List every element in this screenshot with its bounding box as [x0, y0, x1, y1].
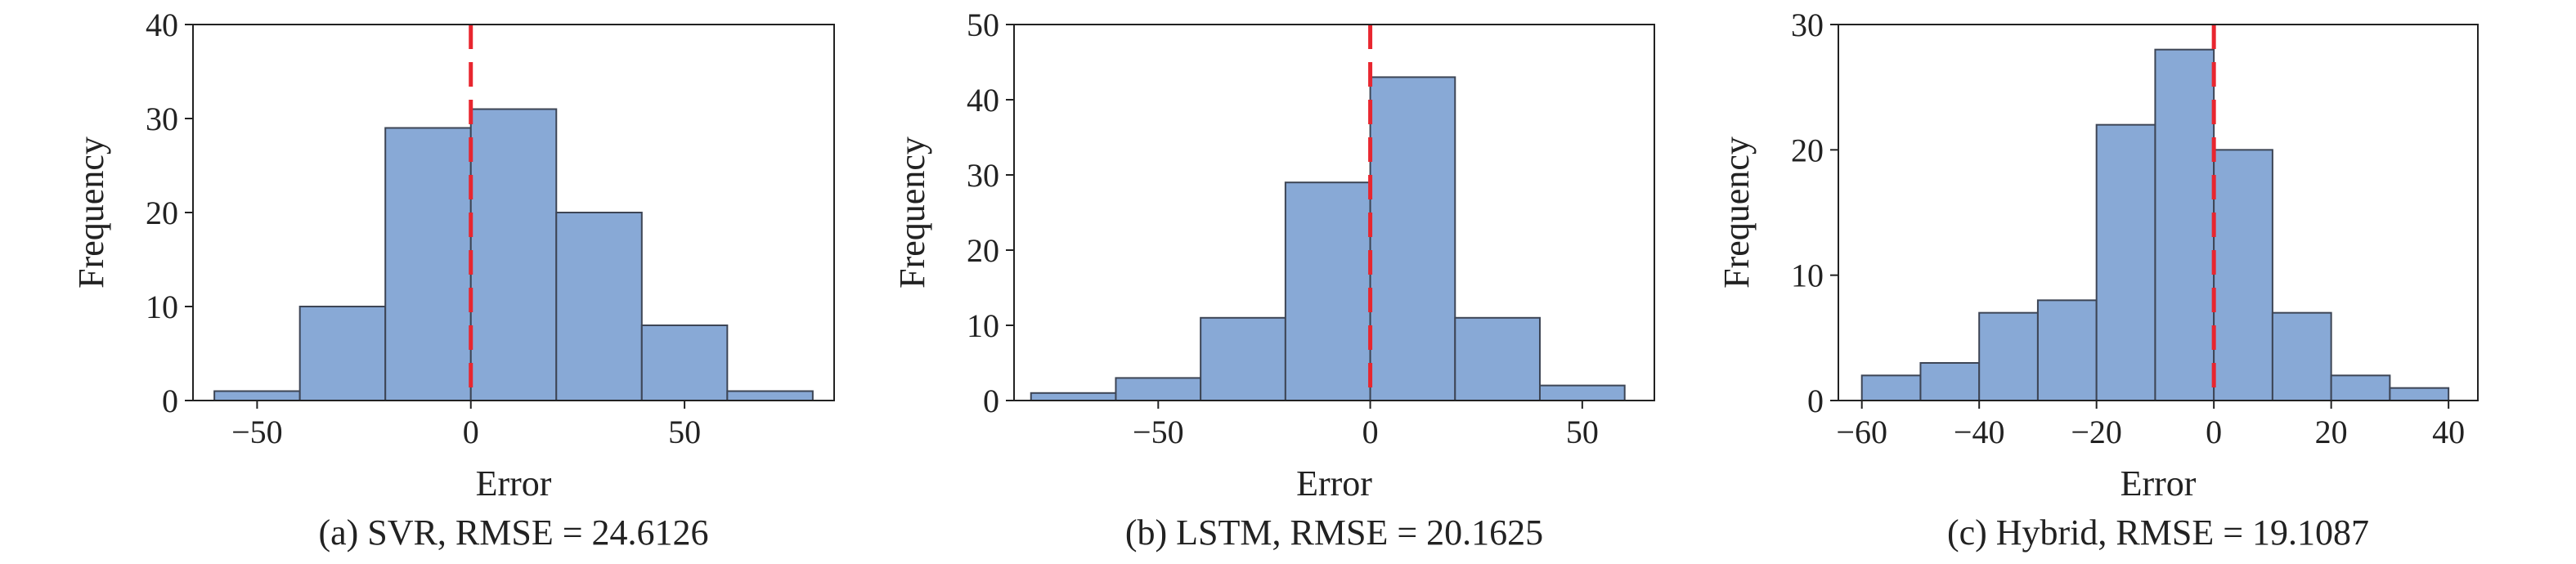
- y-tick-label: 20: [967, 232, 999, 269]
- histogram-bar: [640, 325, 729, 401]
- x-tick-label: 0: [463, 414, 479, 450]
- y-tick-label: 50: [967, 7, 999, 43]
- y-tick-label: 30: [146, 101, 178, 137]
- x-tick-label: 0: [2206, 414, 2222, 450]
- x-tick-label: 0: [1362, 414, 1379, 450]
- histogram-bar: [2095, 123, 2156, 402]
- histogram-bar: [2036, 299, 2098, 402]
- y-tick-label: 10: [146, 289, 178, 325]
- y-tick-label: 0: [983, 383, 999, 419]
- x-axis-title: Error: [1296, 463, 1372, 504]
- histogram-bar: [2389, 387, 2450, 401]
- y-tick-label: 20: [1791, 132, 1824, 168]
- histogram-bar: [2154, 48, 2215, 402]
- chart-caption: (b) LSTM, RMSE = 20.1625: [1125, 513, 1543, 553]
- y-tick-label: 20: [146, 195, 178, 231]
- plot-frame: [1838, 24, 2479, 401]
- y-axis-title: Frequency: [892, 137, 932, 289]
- y-tick-label: 0: [1807, 383, 1824, 419]
- chart-caption: (a) SVR, RMSE = 24.6126: [318, 513, 708, 553]
- histogram-bar: [1978, 311, 2039, 401]
- x-tick-label: 50: [1566, 414, 1599, 450]
- x-axis-title: Error: [476, 463, 552, 504]
- x-tick-label: −50: [1133, 414, 1184, 450]
- y-tick-label: 10: [1791, 257, 1824, 294]
- y-tick-label: 40: [967, 82, 999, 119]
- histogram-bar: [2213, 149, 2273, 401]
- histogram-bar: [1369, 76, 1456, 402]
- x-tick-label: −20: [2071, 414, 2122, 450]
- histogram-bar: [1860, 374, 1922, 402]
- x-tick-label: 50: [668, 414, 701, 450]
- histogram-bar: [1200, 316, 1286, 401]
- x-tick-label: −40: [1954, 414, 2005, 450]
- x-tick-label: −60: [1836, 414, 1887, 450]
- y-axis-title: Frequency: [71, 137, 111, 289]
- x-tick-label: 20: [2315, 414, 2348, 450]
- x-axis-title: Error: [2120, 463, 2197, 504]
- histogram-bar: [2330, 374, 2391, 402]
- x-tick-label: 40: [2432, 414, 2465, 450]
- histogram-bar: [555, 212, 643, 401]
- x-tick-label: −50: [231, 414, 283, 450]
- y-tick-label: 40: [146, 7, 178, 43]
- y-tick-label: 0: [162, 383, 178, 419]
- histogram-bar: [1284, 181, 1371, 401]
- y-tick-label: 30: [967, 157, 999, 194]
- histogram-bar: [2271, 311, 2332, 401]
- y-tick-label: 30: [1791, 7, 1824, 43]
- y-axis-title: Frequency: [1717, 137, 1757, 289]
- chart-caption: (c) Hybrid, RMSE = 19.1087: [1947, 513, 2369, 553]
- histogram-bar: [1919, 362, 1981, 401]
- y-tick-label: 10: [967, 307, 999, 344]
- plot-frame: [1013, 24, 1655, 401]
- histogram-bar: [1454, 316, 1541, 401]
